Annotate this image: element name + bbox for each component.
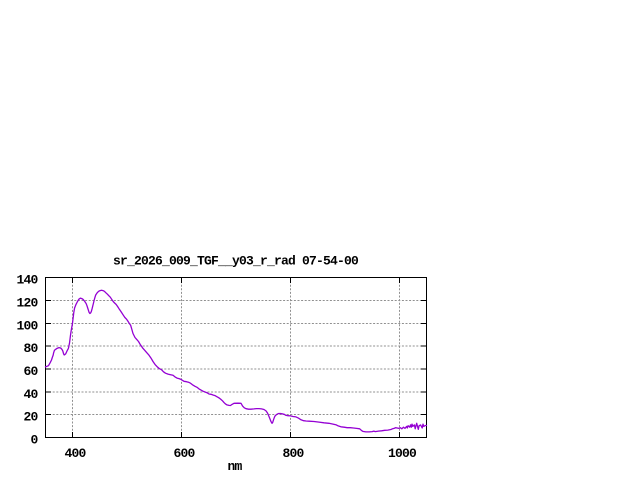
svg-text:800: 800 xyxy=(282,446,304,461)
svg-text:1000: 1000 xyxy=(388,446,417,461)
svg-text:sr_2026_009_TGF__y03_r_rad 07-: sr_2026_009_TGF__y03_r_rad 07-54-00 xyxy=(113,254,359,269)
svg-text:600: 600 xyxy=(173,446,195,461)
svg-text:20: 20 xyxy=(23,410,38,425)
svg-text:80: 80 xyxy=(23,341,38,356)
svg-text:60: 60 xyxy=(23,364,38,379)
svg-text:40: 40 xyxy=(23,387,38,402)
svg-text:nm: nm xyxy=(227,459,242,474)
svg-text:120: 120 xyxy=(16,296,38,311)
svg-text:400: 400 xyxy=(64,446,86,461)
svg-text:0: 0 xyxy=(30,433,38,448)
svg-text:100: 100 xyxy=(16,319,38,334)
svg-text:140: 140 xyxy=(16,273,38,288)
